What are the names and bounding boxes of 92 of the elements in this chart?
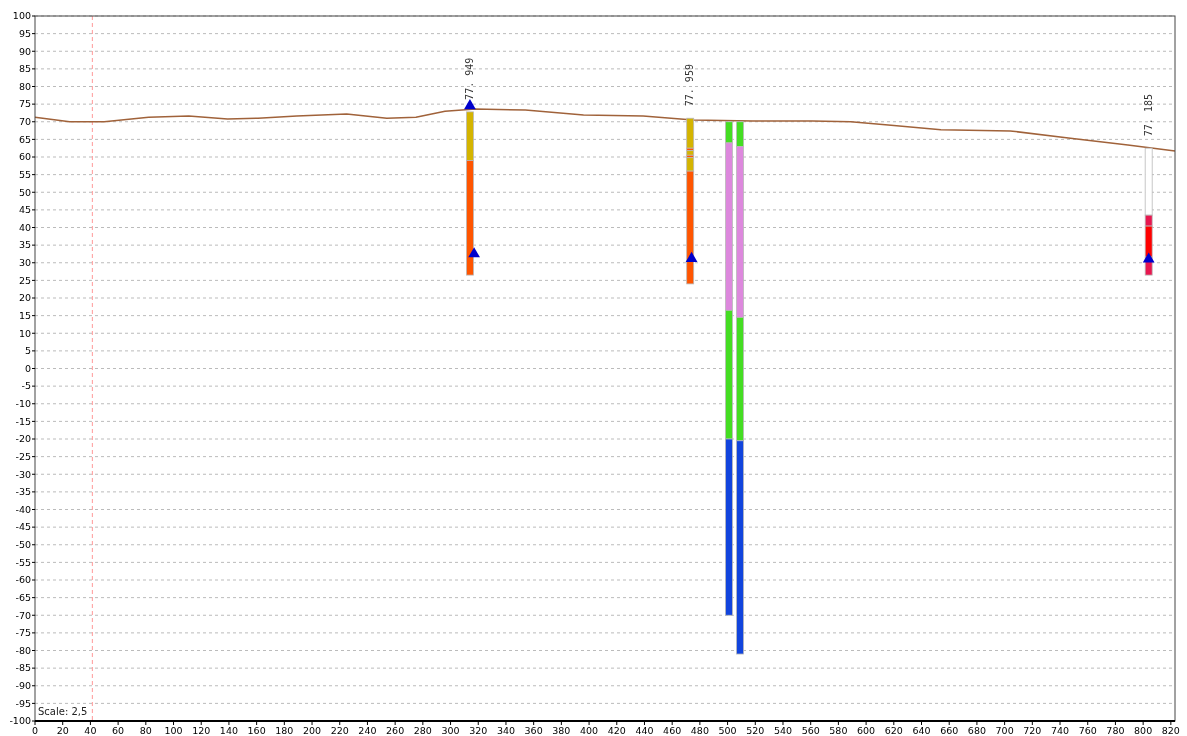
y-tick-label: -15 [15, 415, 31, 427]
y-tick-label: 20 [18, 292, 31, 304]
y-tick-label: 80 [18, 80, 31, 92]
y-tick-label: -20 [15, 433, 31, 445]
x-tick-label: 740 [1050, 725, 1070, 736]
x-tick-label: 260 [386, 725, 405, 736]
y-tick-label: -40 [15, 503, 31, 515]
y-tick-label: 100 [12, 10, 31, 22]
x-tick-label: 340 [496, 725, 516, 736]
y-tick-label: -85 [15, 662, 31, 674]
point [685, 251, 698, 262]
y-tick-label: -80 [15, 644, 31, 656]
x-tick-label: 600 [857, 725, 876, 736]
y-tick-label: -50 [15, 539, 31, 551]
y-tick-label: -65 [15, 591, 31, 603]
y-tick-label: 40 [18, 221, 31, 233]
x-tick-label: 60 [112, 725, 125, 736]
x-tick-label: 660 [940, 725, 959, 736]
y-tick-label: 30 [18, 257, 31, 269]
y-tick-label: 55 [18, 168, 31, 180]
annotation: 77. 949 [463, 57, 475, 100]
x-tick-label: 0 [31, 725, 39, 736]
y-tick-label: 10 [18, 327, 31, 339]
x-tick-label: 460 [663, 725, 682, 736]
x-tick-label: 440 [635, 725, 654, 736]
x-tick-label: 540 [773, 725, 793, 736]
x-tick-label: 400 [580, 725, 599, 736]
y-tick-label: 45 [18, 204, 31, 216]
x-tick-label: 760 [1078, 725, 1097, 736]
x-tick-label: 100 [164, 725, 183, 736]
y-tick-label: -25 [15, 450, 31, 462]
x-tick-label: 380 [552, 725, 571, 736]
annotation: 77. 185 [1142, 94, 1154, 137]
x-tick-label: 240 [358, 725, 377, 736]
point [464, 99, 476, 110]
y-tick-label: 75 [18, 98, 31, 110]
x-tick-label: 20 [56, 725, 69, 736]
x-tick-label: 80 [139, 725, 152, 736]
y-tick-label: 85 [18, 63, 31, 75]
y-tick-label: 70 [18, 116, 31, 128]
y-tick-label: 65 [18, 133, 31, 145]
y-tick-label: 0 [24, 362, 31, 374]
x-tick-label: 280 [413, 725, 432, 736]
y-tick-label: -95 [15, 697, 31, 709]
x-tick-label: 620 [884, 725, 903, 736]
x-tick-label: 360 [524, 725, 543, 736]
x-tick-label: 520 [746, 725, 765, 736]
x-tick-label: 480 [690, 725, 709, 736]
y-tick-label: -90 [15, 680, 31, 692]
x-tick-label: 820 [1161, 725, 1180, 736]
x-tick-label: 220 [330, 725, 349, 736]
x-tick-label: 200 [302, 725, 322, 736]
bar [686, 150, 695, 156]
x-tick-label: 640 [912, 725, 931, 736]
x-tick-label: 140 [219, 725, 238, 736]
x-tick-label: 780 [1106, 725, 1125, 736]
x-tick-label: 680 [967, 725, 986, 736]
y-tick-label: -70 [15, 609, 31, 621]
point [1142, 252, 1155, 263]
annotation: Scale: 2,5 [38, 706, 88, 717]
x-tick-label: 420 [607, 725, 626, 736]
point [468, 247, 480, 258]
x-tick-label: 720 [1023, 725, 1042, 736]
y-tick-label: 35 [18, 239, 31, 251]
x-tick-label: 320 [469, 725, 488, 736]
x-tick-label: 500 [718, 725, 737, 736]
y-tick-label: -10 [15, 398, 31, 410]
y-tick-label: 95 [18, 27, 31, 39]
y-tick-label: -35 [15, 486, 31, 498]
y-tick-label: -100 [9, 715, 31, 727]
x-tick-label: 800 [1134, 725, 1153, 736]
x-tick-label: 700 [995, 725, 1014, 736]
x-tick-label: 560 [801, 725, 820, 736]
y-tick-label: 25 [18, 274, 31, 286]
y-tick-label: -75 [15, 627, 31, 639]
annotation: 77. 959 [684, 64, 696, 107]
y-tick-label: 60 [18, 151, 31, 163]
y-tick-label: 15 [18, 309, 31, 321]
y-tick-label: -45 [15, 521, 31, 533]
x-tick-label: 40 [84, 725, 97, 736]
y-tick-label: 90 [18, 45, 31, 57]
y-tick-label: -55 [15, 556, 31, 568]
x-tick-label: 300 [441, 725, 460, 736]
x-tick-label: 580 [829, 725, 848, 736]
y-tick-label: -30 [15, 468, 31, 480]
y-tick-label: 5 [24, 345, 31, 357]
x-tick-label: 160 [247, 725, 266, 736]
y-tick-label: -60 [15, 574, 31, 586]
y-tick-label: 50 [18, 186, 31, 198]
y-tick-label: -5 [21, 380, 31, 392]
x-tick-label: 120 [192, 725, 211, 736]
x-tick-label: 180 [275, 725, 294, 736]
